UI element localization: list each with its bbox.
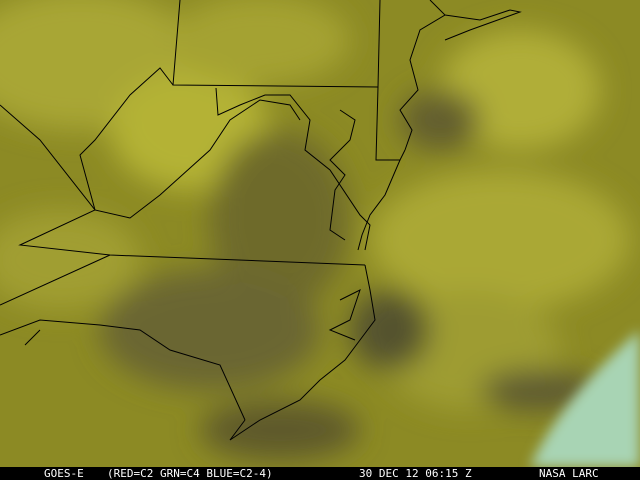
pamlico-sound (328, 289, 361, 341)
image-caption-bar: GOES-E (RED=C2 GRN=C4 BLUE=C2-4) 30 DEC … (0, 467, 640, 480)
satellite-map (0, 0, 640, 467)
caption-channels: (RED=C2 GRN=C4 BLUE=C2-4) (107, 467, 273, 480)
border-pennsylvania (172, 0, 381, 88)
border-virginia-south (0, 104, 366, 266)
chesapeake-bay (329, 109, 356, 241)
border-north-carolina-south (0, 319, 246, 421)
cloud-layer (0, 0, 630, 460)
border-maryland-virginia (215, 87, 371, 251)
caption-source: NASA LARC (539, 467, 599, 480)
coast-long-island (444, 9, 522, 41)
cold-cloud-layer (530, 330, 640, 467)
border-kentucky-tennessee (0, 254, 111, 306)
coast-carolina (229, 264, 376, 441)
border-new-jersey (399, 0, 446, 151)
border-south-carolina (24, 329, 246, 441)
coast-delmarva (357, 159, 401, 251)
state-borders (0, 0, 522, 441)
caption-datetime: 30 DEC 12 06:15 Z (359, 467, 472, 480)
border-delaware (375, 86, 406, 161)
border-west-virginia (79, 67, 301, 219)
caption-satellite: GOES-E (44, 467, 84, 480)
